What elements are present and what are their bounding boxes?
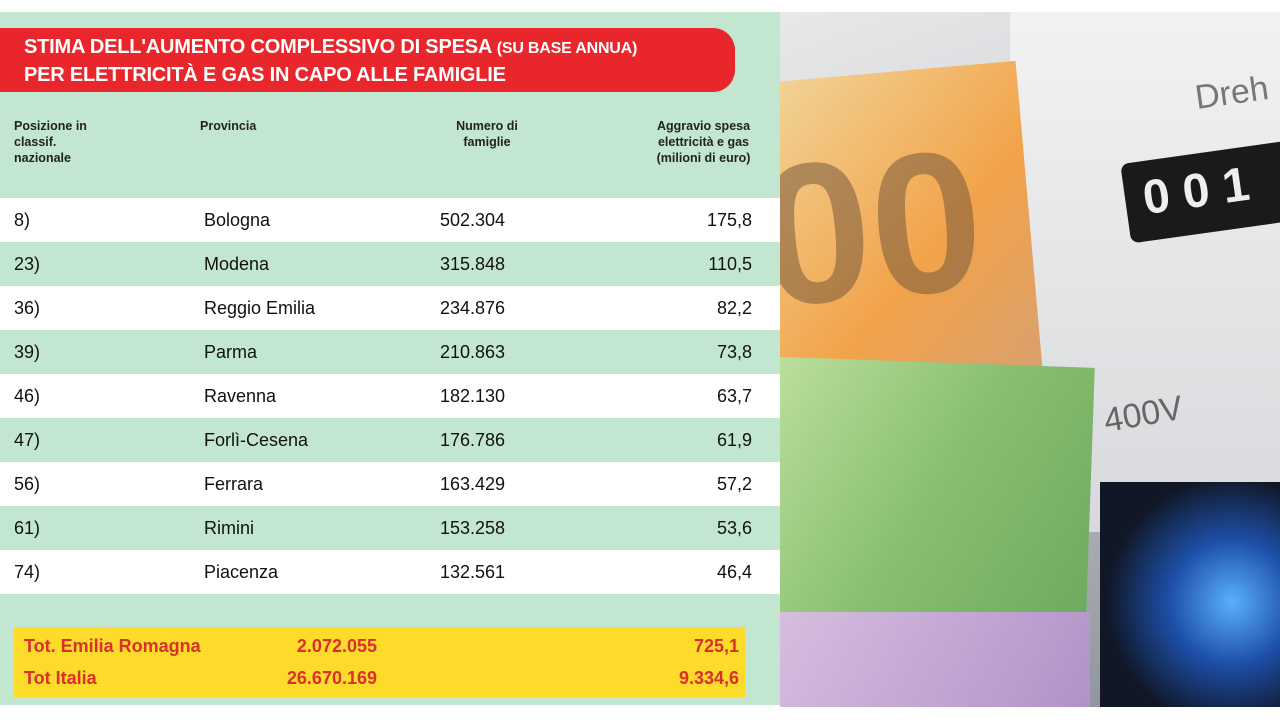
table-row: 36) Reggio Emilia 234.876 82,2 [0, 286, 780, 330]
families-cell: 153.258 [440, 518, 506, 538]
families-cell: 176.786 [440, 430, 506, 450]
rank-cell: 46) [14, 386, 41, 406]
cost-cell: 57,2 [716, 474, 752, 494]
rank-cell: 47) [14, 430, 41, 450]
rank-cell: 74) [14, 562, 41, 582]
table-row: 47) Forlì-Cesena 176.786 61,9 [0, 418, 780, 462]
province-cell: Reggio Emilia [204, 298, 316, 318]
banknote-green [780, 356, 1095, 648]
banknote-purple [780, 612, 1090, 707]
families-cell: 315.848 [440, 254, 506, 274]
column-header-families: Numero di famiglie [456, 119, 518, 149]
province-cell: Parma [204, 342, 258, 362]
totals-row: Tot. Emilia Romagna 2.072.055 725,1 [14, 630, 745, 662]
total-label: Tot Italia [24, 668, 97, 688]
title-paren: (SU BASE ANNUA) [496, 40, 638, 57]
table-title: STIMA DELL'AUMENTO COMPLESSIVO DI SPESA … [0, 28, 735, 92]
families-cell: 182.130 [440, 386, 506, 406]
cost-cell: 61,9 [716, 430, 752, 450]
table-panel: STIMA DELL'AUMENTO COMPLESSIVO DI SPESA … [0, 12, 780, 705]
cost-cell: 82,2 [716, 298, 752, 318]
table-row: 56) Ferrara 163.429 57,2 [0, 462, 780, 506]
rank-cell: 61) [14, 518, 41, 538]
banknote-digits: 00 [780, 107, 992, 350]
families-cell: 163.429 [440, 474, 506, 494]
cost-cell: 175,8 [706, 210, 752, 230]
province-cell: Rimini [204, 518, 255, 538]
table-row: 23) Modena 315.848 110,5 [0, 242, 780, 286]
total-cost: 725,1 [693, 636, 739, 656]
rank-cell: 23) [14, 254, 41, 274]
title-line-1: STIMA DELL'AUMENTO COMPLESSIVO DI SPESA [24, 36, 492, 58]
rank-cell: 36) [14, 298, 41, 318]
province-cell: Modena [204, 254, 270, 274]
cost-cell: 53,6 [716, 518, 752, 538]
cost-cell: 63,7 [716, 386, 752, 406]
rank-cell: 56) [14, 474, 41, 494]
table-row: 39) Parma 210.863 73,8 [0, 330, 780, 374]
province-cell: Forlì-Cesena [204, 430, 309, 450]
gas-flame [1100, 482, 1280, 707]
totals-box: Tot. Emilia Romagna 2.072.055 725,1 Tot Ita… [14, 627, 745, 697]
province-cell: Ravenna [204, 386, 277, 406]
province-cell: Ferrara [204, 474, 264, 494]
column-header-position: Posizione in classif. nazionale [14, 119, 87, 165]
table-row: 74) Piacenza 132.561 46,4 [0, 550, 780, 594]
families-cell: 502.304 [440, 210, 506, 230]
background-photo-banknotes-meter: Dreh 0 0 1 / 400V 00 [780, 12, 1280, 707]
table-row: 46) Ravenna 182.130 63,7 [0, 374, 780, 418]
cost-cell: 73,8 [716, 342, 752, 362]
province-cell: Bologna [204, 210, 271, 230]
table-row: 61) Rimini 153.258 53,6 [0, 506, 780, 550]
province-cell: Piacenza [204, 562, 279, 582]
cost-cell: 110,5 [708, 254, 752, 274]
families-cell: 234.876 [440, 298, 506, 318]
cost-cell: 46,4 [716, 562, 752, 582]
total-label: Tot. Emilia Romagna [24, 636, 201, 656]
column-header-province: Provincia [200, 119, 257, 133]
rank-cell: 8) [14, 210, 31, 230]
families-cell: 132.561 [440, 562, 506, 582]
table-row: 8) Bologna 502.304 175,8 [0, 198, 780, 242]
title-line-2: PER ELETTRICITÀ E GAS IN CAPO ALLE FAMIG… [24, 64, 506, 86]
meter-digits: 0 0 1 [1139, 157, 1253, 226]
rank-cell: 39) [14, 342, 41, 362]
total-families: 2.072.055 [296, 636, 377, 656]
totals-row: Tot Italia 26.670.169 9.334,6 [14, 662, 745, 694]
total-families: 26.670.169 [286, 668, 377, 688]
banknote-orange: 00 [780, 60, 1044, 404]
total-cost: 9.334,6 [678, 668, 739, 688]
families-cell: 210.863 [440, 342, 506, 362]
column-header-cost: Aggravio spesa elettricità e gas (milion… [656, 119, 751, 165]
